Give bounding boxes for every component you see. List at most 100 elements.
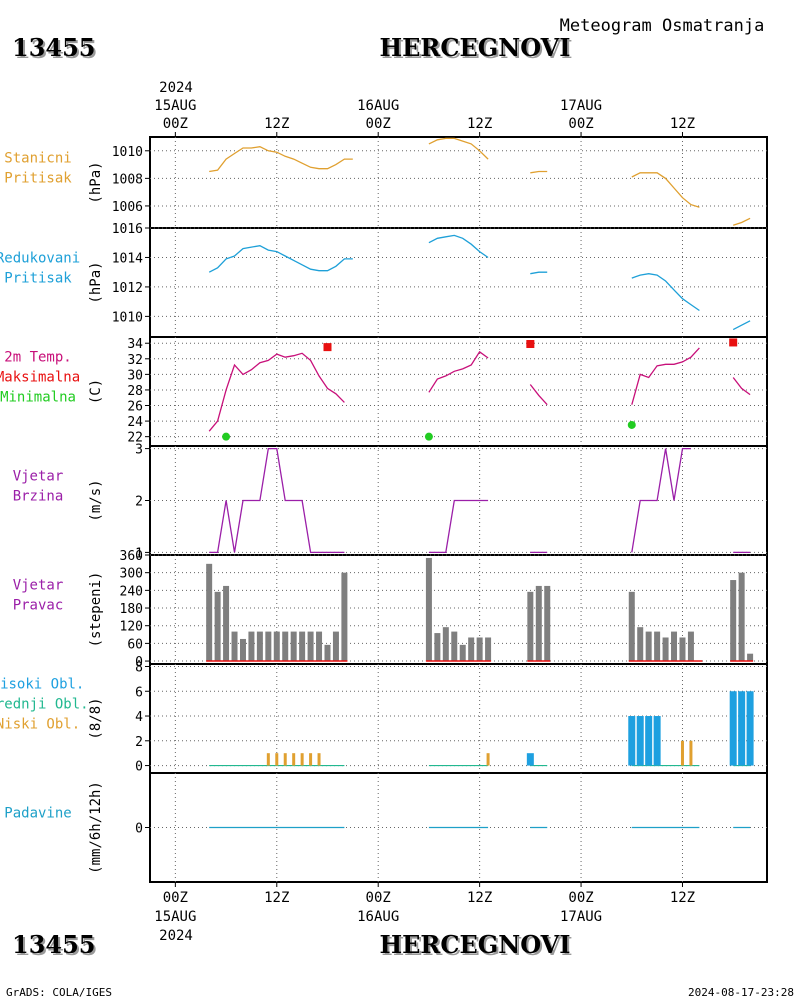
top-time-label: 00Z <box>366 116 391 132</box>
wind-direction-bar <box>687 631 694 662</box>
wind-direction-bar <box>307 631 314 662</box>
top-date-label: 15AUG <box>154 98 196 114</box>
unit-label: (C) <box>88 379 104 404</box>
ytick-label: 1010 <box>112 145 143 160</box>
ytick-label: 6 <box>135 685 143 700</box>
top-time-label: 00Z <box>163 116 188 132</box>
ytick-label: 32 <box>127 353 143 368</box>
series-line <box>428 137 489 160</box>
low-cloud-bar <box>283 753 287 766</box>
ytick-label: 1016 <box>112 222 143 237</box>
wind-direction-bar <box>214 591 221 662</box>
footer-station-name-shadow: HERCEGNOVI <box>381 932 572 961</box>
ytick-label: 1014 <box>112 251 143 266</box>
ytick-label: 1010 <box>112 310 143 325</box>
wind-direction-bar <box>535 585 542 662</box>
ytick-label: 34 <box>127 337 143 352</box>
wind-direction-bar <box>425 557 432 662</box>
unit-label: (hPa) <box>88 261 104 303</box>
ytick-label: 240 <box>120 584 143 599</box>
panel-label: Brzina <box>13 489 64 505</box>
footer-credit: GrADS: COLA/IGES <box>6 986 112 999</box>
panel-label: Niski Obl. <box>0 717 80 733</box>
wind-direction-bar <box>248 631 255 662</box>
ytick-label: 0 <box>135 760 143 775</box>
ytick-label: 2 <box>135 735 143 750</box>
panel-frame <box>149 663 768 774</box>
wind-direction-bar <box>747 653 754 662</box>
high-cloud-bar <box>738 691 746 766</box>
panel-label: Vjetar <box>13 578 64 594</box>
panel-label: Minimalna <box>0 390 76 406</box>
top-date-label: 17AUG <box>560 98 602 114</box>
header-station-id: 13455 <box>12 33 96 62</box>
panel-reduced_pressure: 1010 1012 1014 1016 (hPa) Redukovani Pritisak <box>0 222 768 338</box>
high-cloud-bar <box>729 691 737 766</box>
wind-direction-bar <box>206 563 213 662</box>
top-time-label: 12Z <box>467 116 492 132</box>
bottom-date-label: 17AUG <box>560 909 602 925</box>
footer-station-name: HERCEGNOVI <box>379 930 570 959</box>
panel-label: Pritisak <box>4 171 72 187</box>
panel-label: Padavine <box>4 806 71 822</box>
top-year-label: 2024 <box>159 80 193 96</box>
top-time-label: 12Z <box>670 116 695 132</box>
series-line <box>208 352 345 432</box>
wind-direction-bar <box>239 638 246 662</box>
footer-station-id: 13455 <box>12 930 96 959</box>
panel-label: 2m Temp. <box>4 350 71 366</box>
header-subtitle: Meteogram Osmatranja <box>560 16 765 36</box>
panel-label: Visoki Obl. <box>0 677 84 693</box>
panel-station_pressure: 1006 1008 1010 (hPa) Stanicni Pritisak <box>4 136 768 229</box>
wind-direction-bar <box>434 633 441 662</box>
series-line <box>631 172 700 208</box>
series-line <box>631 347 700 405</box>
ytick-label: 24 <box>127 415 143 430</box>
panel-clouds: 0 2 4 6 8 (8/8)Visoki Obl. Srednji Obl. Niski O… <box>0 660 768 775</box>
header-station-id-shadow: 13455 <box>14 35 98 64</box>
ytick-label: 120 <box>120 620 143 635</box>
wind-direction-bar <box>468 637 475 662</box>
wind-direction-bar <box>316 631 323 662</box>
wind-direction-bar <box>738 572 745 662</box>
bottom-date-label: 16AUG <box>357 909 399 925</box>
wind-direction-bar <box>645 631 652 662</box>
unit-label: (stepeni) <box>88 572 104 648</box>
ytick-label: 180 <box>120 602 143 617</box>
wind-direction-bar <box>290 631 297 662</box>
panel-frame <box>149 227 768 338</box>
bottom-time-label: 12Z <box>264 890 289 906</box>
bottom-year-label: 2024 <box>159 928 193 944</box>
low-cloud-bar <box>317 753 321 766</box>
wind-direction-bar <box>341 572 348 662</box>
ytick-label: 1 <box>135 546 143 561</box>
series-line <box>732 377 751 396</box>
unit-label: (hPa) <box>88 161 104 203</box>
low-cloud-bar <box>689 740 693 766</box>
wind-direction-bar <box>451 631 458 662</box>
unit-label: (8/8) <box>88 697 104 739</box>
panel-label: Pritisak <box>4 271 72 287</box>
min-temp-marker <box>222 432 231 441</box>
series-line <box>733 217 751 226</box>
ytick-label: 360 <box>120 549 143 564</box>
panel-label: Vjetar <box>13 469 64 485</box>
ytick-label: 4 <box>135 710 143 725</box>
bottom-time-label: 00Z <box>366 890 391 906</box>
wind-direction-bar <box>324 644 331 662</box>
wind-direction-bar <box>282 631 289 662</box>
high-cloud-bar <box>746 691 754 766</box>
series-line <box>530 170 548 174</box>
panel-label: Redukovani <box>0 251 80 267</box>
low-cloud-bar <box>486 753 490 766</box>
low-cloud-bar <box>680 740 684 766</box>
wind-direction-bar <box>476 637 483 662</box>
top-date-label: 16AUG <box>357 98 399 114</box>
wind-direction-bar <box>265 631 272 662</box>
high-cloud-bar <box>645 716 653 766</box>
series-line <box>428 499 489 554</box>
ytick-label: 1008 <box>112 172 143 187</box>
low-cloud-bar <box>292 753 296 766</box>
wind-direction-bar <box>637 627 644 662</box>
